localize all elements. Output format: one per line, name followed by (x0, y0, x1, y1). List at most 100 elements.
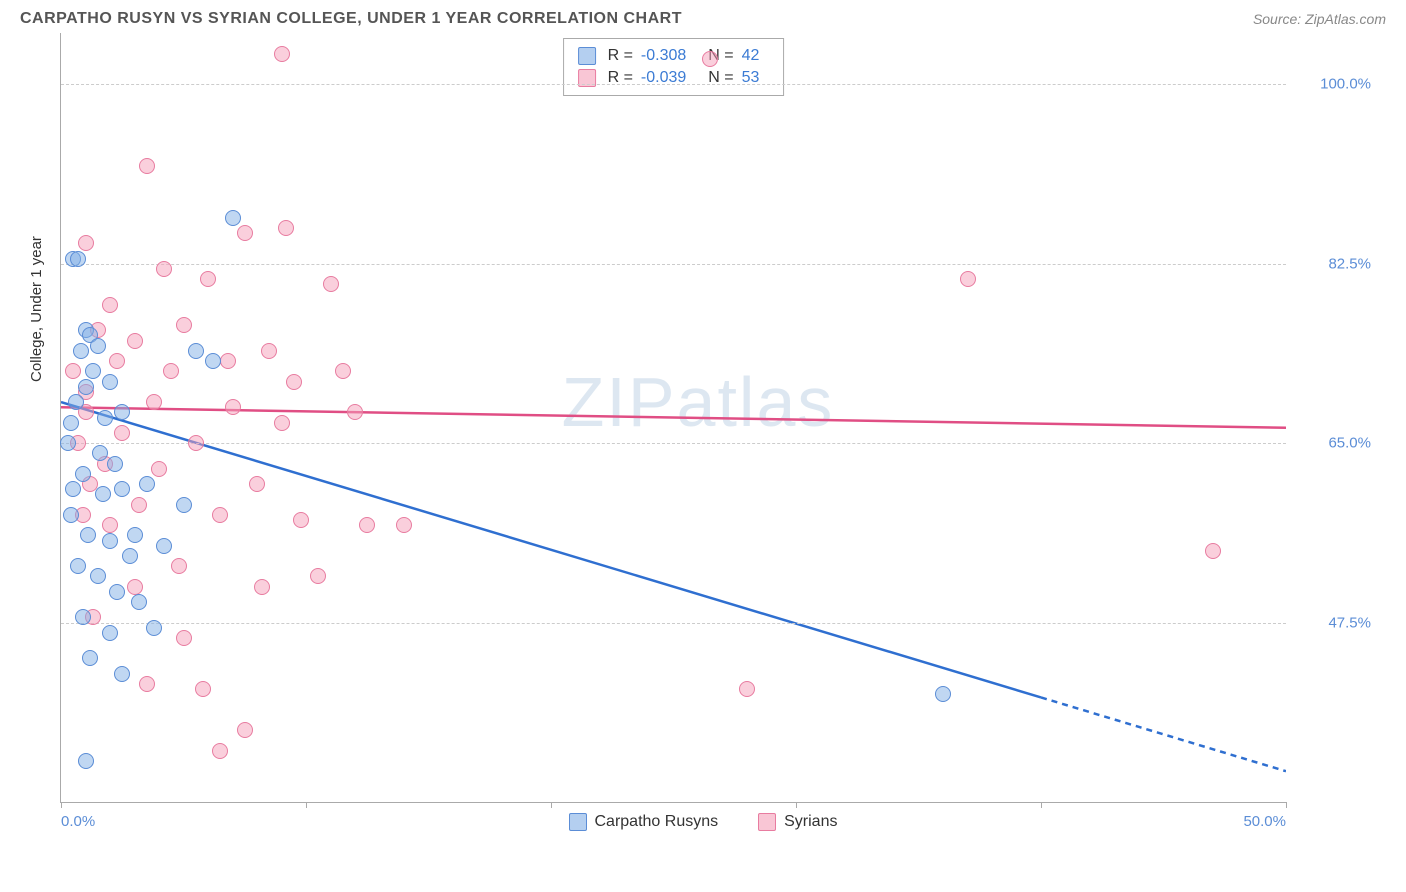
scatter-point (146, 620, 162, 636)
stats-row-blue: R = -0.308 N = 42 (578, 45, 770, 67)
scatter-point (237, 225, 253, 241)
scatter-point (139, 158, 155, 174)
scatter-point (114, 425, 130, 441)
scatter-point (212, 743, 228, 759)
scatter-point (261, 343, 277, 359)
y-axis-label: College, Under 1 year (28, 236, 45, 382)
series-legend: Carpatho Rusyns Syrians (20, 813, 1386, 831)
scatter-point (225, 210, 241, 226)
scatter-point (75, 466, 91, 482)
x-tick (61, 802, 62, 808)
legend-label: Syrians (784, 813, 837, 831)
scatter-point (176, 630, 192, 646)
scatter-point (176, 497, 192, 513)
scatter-point (274, 415, 290, 431)
swatch-blue-icon (578, 47, 596, 65)
x-tick (1041, 802, 1042, 808)
y-tick-label: 82.5% (1328, 255, 1371, 272)
scatter-point (274, 46, 290, 62)
scatter-point (220, 353, 236, 369)
scatter-point (156, 261, 172, 277)
scatter-point (310, 568, 326, 584)
scatter-point (127, 333, 143, 349)
legend-item-blue: Carpatho Rusyns (569, 813, 719, 831)
legend-label: Carpatho Rusyns (595, 813, 719, 831)
chart-source: Source: ZipAtlas.com (1253, 11, 1386, 27)
scatter-point (163, 363, 179, 379)
scatter-point (396, 517, 412, 533)
scatter-point (78, 379, 94, 395)
x-tick (1286, 802, 1287, 808)
scatter-point (139, 476, 155, 492)
scatter-point (176, 317, 192, 333)
scatter-point (90, 338, 106, 354)
chart-header: CARPATHO RUSYN VS SYRIAN COLLEGE, UNDER … (0, 0, 1406, 33)
scatter-point (212, 507, 228, 523)
scatter-point (102, 297, 118, 313)
scatter-point (131, 497, 147, 513)
scatter-point (97, 410, 113, 426)
scatter-point (80, 527, 96, 543)
trendlines-svg (61, 33, 1286, 802)
scatter-point (92, 445, 108, 461)
scatter-point (63, 415, 79, 431)
x-tick (306, 802, 307, 808)
gridline (61, 623, 1286, 624)
scatter-point (171, 558, 187, 574)
scatter-point (114, 666, 130, 682)
x-tick (551, 802, 552, 808)
stats-legend: R = -0.308 N = 42 R = -0.039 N = 53 (563, 38, 785, 96)
scatter-point (102, 625, 118, 641)
gridline (61, 84, 1286, 85)
scatter-point (90, 568, 106, 584)
scatter-point (188, 435, 204, 451)
x-tick (796, 802, 797, 808)
scatter-point (60, 435, 76, 451)
scatter-point (935, 686, 951, 702)
scatter-point (188, 343, 204, 359)
scatter-point (278, 220, 294, 236)
scatter-point (102, 533, 118, 549)
scatter-point (78, 235, 94, 251)
scatter-point (237, 722, 253, 738)
scatter-point (960, 271, 976, 287)
scatter-point (68, 394, 84, 410)
scatter-point (335, 363, 351, 379)
scatter-point (205, 353, 221, 369)
scatter-point (102, 374, 118, 390)
scatter-point (323, 276, 339, 292)
scatter-point (65, 363, 81, 379)
scatter-point (347, 404, 363, 420)
scatter-point (63, 507, 79, 523)
scatter-point (131, 594, 147, 610)
scatter-point (122, 548, 138, 564)
scatter-point (107, 456, 123, 472)
scatter-point (127, 527, 143, 543)
scatter-point (225, 399, 241, 415)
x-tick-label: 0.0% (61, 813, 95, 830)
scatter-point (65, 481, 81, 497)
scatter-point (1205, 543, 1221, 559)
scatter-point (114, 404, 130, 420)
scatter-point (70, 558, 86, 574)
scatter-point (85, 363, 101, 379)
scatter-point (139, 676, 155, 692)
y-tick-label: 65.0% (1328, 435, 1371, 452)
chart-title: CARPATHO RUSYN VS SYRIAN COLLEGE, UNDER … (20, 10, 682, 28)
scatter-point (146, 394, 162, 410)
scatter-point (195, 681, 211, 697)
stats-row-pink: R = -0.039 N = 53 (578, 67, 770, 89)
gridline (61, 443, 1286, 444)
gridline (61, 264, 1286, 265)
scatter-point (102, 517, 118, 533)
scatter-point (156, 538, 172, 554)
legend-item-pink: Syrians (758, 813, 837, 831)
scatter-point (200, 271, 216, 287)
scatter-point (82, 650, 98, 666)
scatter-point (702, 51, 718, 67)
swatch-pink-icon (758, 813, 776, 831)
scatter-point (739, 681, 755, 697)
y-tick-label: 47.5% (1328, 614, 1371, 631)
scatter-point (249, 476, 265, 492)
scatter-point (109, 584, 125, 600)
